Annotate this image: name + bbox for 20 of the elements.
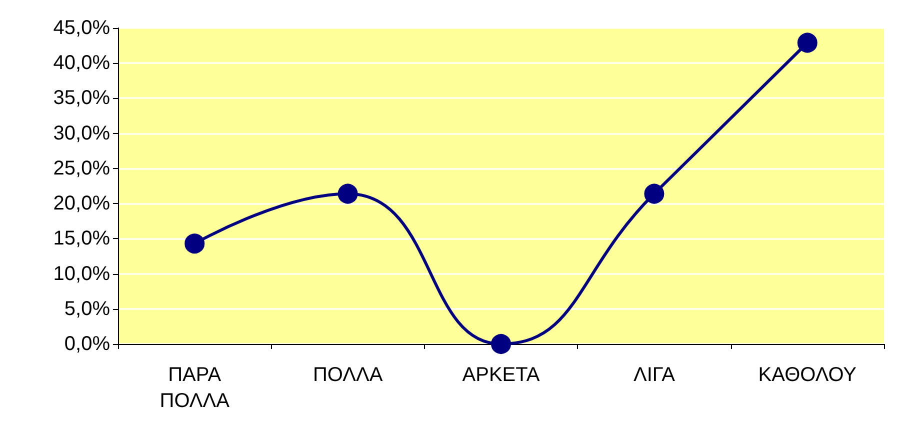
- y-tick-label: 10,0%: [53, 262, 110, 285]
- y-tick-label: 30,0%: [53, 122, 110, 144]
- point: [491, 334, 511, 354]
- x-tick-label: ΚΑΘΟΛΟΥ: [758, 364, 856, 386]
- y-tick-label: 25,0%: [53, 157, 110, 180]
- y-tick-label: 45,0%: [53, 17, 110, 39]
- point: [644, 184, 664, 204]
- point: [797, 32, 818, 53]
- point: [338, 184, 358, 204]
- y-tick-label: 5,0%: [64, 298, 110, 320]
- y-tick-label: 15,0%: [53, 228, 110, 250]
- x-tick-label: ΠΑΡΑ ΠΟΛΛΑ: [160, 364, 230, 412]
- x-tick-label: ΠΟΛΛΑ: [312, 364, 384, 386]
- x-tick-label: ΛΙΓΑ: [633, 364, 676, 386]
- y-tick-label: 35,0%: [53, 87, 110, 110]
- y-tick-label: 20,0%: [53, 192, 110, 215]
- y-tick-label: 40,0%: [53, 52, 110, 74]
- y-tick-label: 0,0%: [64, 333, 110, 355]
- point: [184, 234, 205, 254]
- x-tick-label: ΑΡΚΕΤΑ: [462, 364, 540, 386]
